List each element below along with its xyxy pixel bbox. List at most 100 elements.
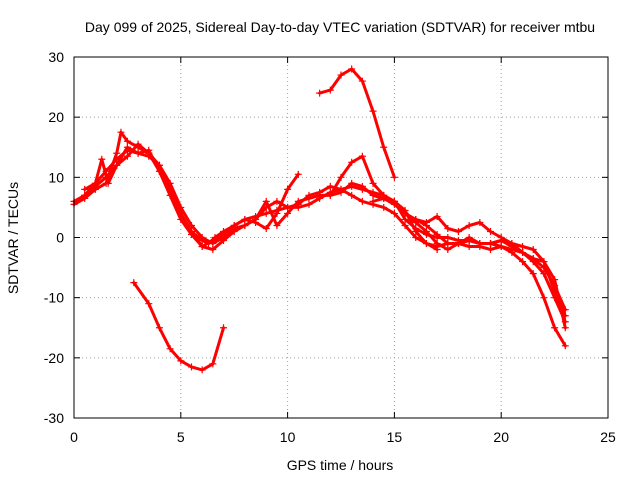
data-point xyxy=(497,243,505,251)
data-point xyxy=(177,209,185,217)
data-point xyxy=(284,203,292,211)
series-line xyxy=(83,145,300,248)
data-point xyxy=(316,191,324,199)
data-point xyxy=(454,240,462,248)
data-point xyxy=(358,182,366,190)
data-point xyxy=(497,234,505,241)
data-point xyxy=(252,218,260,226)
data-point xyxy=(422,227,430,235)
data-point xyxy=(390,209,398,217)
x-tick-label: 5 xyxy=(177,429,185,445)
chart-title: Day 099 of 2025, Sidereal Day-to-day VTE… xyxy=(85,19,595,35)
y-tick-label: 10 xyxy=(48,169,64,185)
data-point xyxy=(433,230,441,238)
data-point xyxy=(358,77,366,85)
series-track-5 xyxy=(130,279,228,374)
data-point xyxy=(166,345,174,353)
data-point xyxy=(369,179,377,187)
data-point xyxy=(476,240,484,248)
data-point xyxy=(262,224,270,232)
data-point xyxy=(145,300,153,308)
data-point xyxy=(444,234,452,241)
data-point xyxy=(444,240,452,248)
data-point xyxy=(294,170,302,178)
data-point xyxy=(284,209,292,217)
series-line xyxy=(72,148,567,324)
data-point xyxy=(551,324,559,332)
series-track-2 xyxy=(70,128,569,350)
y-tick-label: 30 xyxy=(48,49,64,65)
data-point xyxy=(241,221,249,229)
data-point xyxy=(117,128,125,136)
data-point xyxy=(476,218,484,226)
data-point xyxy=(145,146,153,154)
data-point xyxy=(123,137,131,145)
y-tick-label: -10 xyxy=(44,290,64,306)
data-point xyxy=(487,227,495,235)
data-point xyxy=(81,191,89,199)
data-point xyxy=(454,227,462,235)
data-point xyxy=(390,197,398,205)
series-track-7 xyxy=(326,152,441,254)
data-point xyxy=(104,179,112,187)
axis-ticks: 0 5 10 15 20 25 -30 -20 -10 0 10 20 30 xyxy=(44,49,616,445)
data-point xyxy=(401,221,409,229)
series-track-4 xyxy=(81,143,302,251)
data-point xyxy=(401,215,409,223)
data-point xyxy=(305,194,313,202)
data-point xyxy=(519,258,527,266)
series-line xyxy=(328,154,439,251)
data-point xyxy=(326,86,334,94)
series-track-6 xyxy=(316,65,398,181)
data-point xyxy=(273,197,281,205)
data-point xyxy=(551,276,559,284)
data-point xyxy=(487,240,495,248)
series-track-3 xyxy=(81,140,569,314)
data-point xyxy=(81,185,89,193)
data-point xyxy=(369,197,377,205)
y-tick-label: 20 xyxy=(48,109,64,125)
data-point xyxy=(198,234,206,241)
data-point xyxy=(529,270,537,278)
data-point xyxy=(187,363,195,371)
data-point xyxy=(337,173,345,181)
data-point xyxy=(561,342,569,350)
data-point xyxy=(198,366,206,374)
x-tick-label: 15 xyxy=(387,429,403,445)
data-point xyxy=(348,158,356,166)
data-point xyxy=(113,149,121,157)
series-track-8 xyxy=(369,194,569,320)
data-point xyxy=(465,237,473,245)
data-point xyxy=(209,246,217,254)
data-point xyxy=(220,324,228,332)
data-point xyxy=(91,179,99,187)
data-point xyxy=(230,227,238,235)
data-point xyxy=(305,200,313,208)
x-axis-label: GPS time / hours xyxy=(287,457,394,473)
data-point xyxy=(326,191,334,199)
data-point xyxy=(220,237,228,245)
data-point xyxy=(209,360,217,368)
data-point xyxy=(433,212,441,220)
data-point xyxy=(155,324,163,332)
x-tick-label: 20 xyxy=(493,429,509,445)
data-point xyxy=(433,240,441,248)
data-point xyxy=(262,209,270,217)
data-point xyxy=(412,234,420,241)
y-tick-label: -20 xyxy=(44,350,64,366)
data-point xyxy=(529,255,537,263)
data-point xyxy=(380,194,388,202)
data-point xyxy=(130,279,138,287)
data-point xyxy=(209,237,217,245)
data-point xyxy=(155,167,163,175)
data-point xyxy=(273,221,281,229)
data-point xyxy=(348,65,356,73)
data-point xyxy=(444,246,452,254)
data-point xyxy=(187,227,195,235)
data-point xyxy=(369,191,377,199)
x-tick-label: 25 xyxy=(600,429,616,445)
data-point xyxy=(337,188,345,196)
data-point xyxy=(380,143,388,151)
data-point xyxy=(412,227,420,235)
